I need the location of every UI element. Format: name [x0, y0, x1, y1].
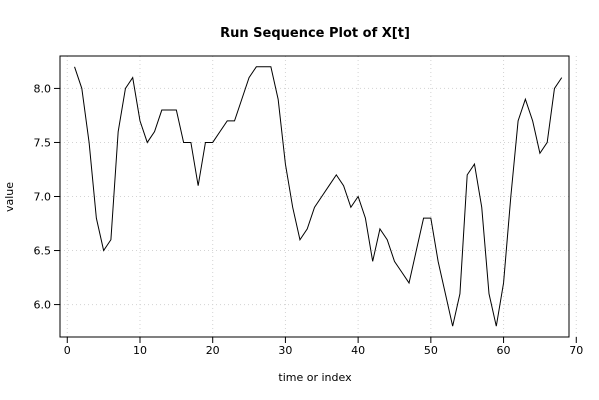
x-tick-label: 70: [569, 344, 583, 357]
grid-lines: [60, 56, 577, 337]
x-tick-label: 60: [497, 344, 511, 357]
x-tick-label: 30: [278, 344, 292, 357]
y-tick-label: 7.0: [34, 191, 52, 204]
chart-title: Run Sequence Plot of X[t]: [220, 26, 410, 41]
y-tick-label: 7.5: [34, 136, 52, 149]
x-tick-label: 50: [424, 344, 438, 357]
series-line: [74, 66, 563, 327]
y-tick-label: 6.0: [34, 299, 52, 312]
x-tick-label: 20: [206, 344, 220, 357]
x-axis-label: time or index: [278, 371, 352, 384]
x-tick-label: 0: [64, 344, 71, 357]
y-axis-label: value: [3, 182, 16, 212]
x-tick-label: 40: [351, 344, 365, 357]
axis-ticks: 0 10 20 30 40 50 60 70 6.0 6.5 7.0 7.5 8.0: [34, 82, 584, 357]
x-tick-label: 10: [133, 344, 147, 357]
y-tick-label: 8.0: [34, 82, 52, 95]
y-tick-label: 6.5: [34, 245, 52, 258]
